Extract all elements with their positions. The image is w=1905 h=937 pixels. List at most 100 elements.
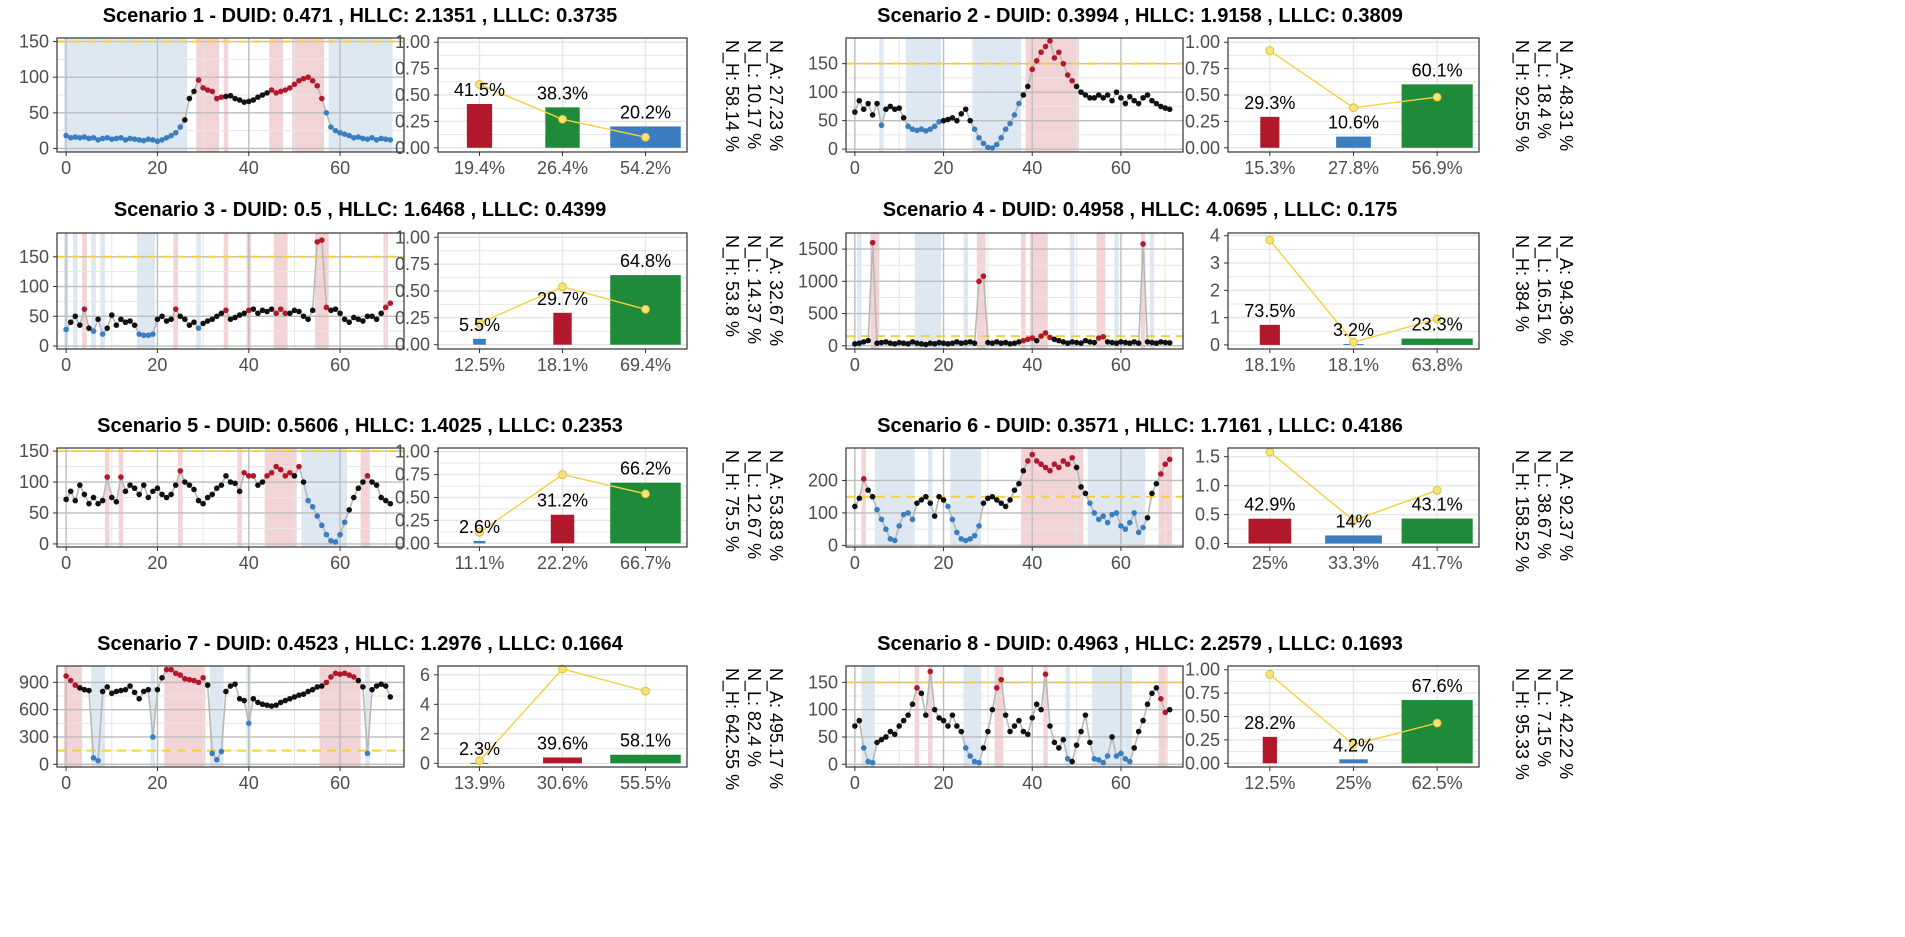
low-point	[140, 137, 147, 144]
low-point	[1122, 756, 1129, 762]
high-band	[976, 233, 986, 349]
data-point	[99, 497, 106, 504]
y-tick-label: 0	[420, 753, 430, 773]
high-point	[282, 310, 289, 317]
side-label: N_A: 32.67 %	[765, 235, 786, 346]
y-tick-label: 3	[1210, 253, 1220, 273]
bar-value-label: 67.6%	[1412, 676, 1463, 696]
high-band	[1096, 233, 1106, 349]
high-point	[914, 685, 920, 691]
proportion-bar	[473, 338, 486, 345]
y-tick-label: 4	[1210, 226, 1220, 246]
x-tick-label: 40	[239, 158, 259, 178]
high-point	[195, 77, 202, 83]
x-tick-label: 60	[1111, 158, 1131, 178]
low-point	[245, 720, 252, 727]
y-tick-label: 150	[19, 32, 49, 52]
low-band	[963, 666, 982, 767]
data-point	[1016, 480, 1022, 487]
data-point	[852, 341, 858, 347]
data-point	[1020, 92, 1027, 98]
high-point	[250, 473, 257, 479]
data-point	[1033, 337, 1040, 344]
data-point	[268, 703, 275, 709]
scenario-panel-2: Scenario 2 - DUID: 0.3994 , HLLC: 1.9158…	[808, 5, 1576, 178]
data-point	[967, 339, 973, 345]
high-point	[1033, 58, 1040, 64]
high-point	[195, 679, 202, 686]
data-point	[1025, 83, 1031, 90]
side-label: N_H: 95.33 %	[1511, 668, 1532, 780]
scenario-title: Scenario 2 - DUID: 0.3994 , HLLC: 1.9158…	[877, 5, 1403, 27]
low-point	[954, 529, 960, 536]
y-tick-label: 6	[420, 665, 430, 685]
low-point	[967, 753, 973, 759]
y-tick-label: 900	[19, 672, 49, 692]
data-point	[373, 683, 380, 689]
proportion-panel: 0.00 0.25 0.50 0.75 1.00 12.5% 25% 62.5% 28.2% 4.…	[1185, 660, 1480, 793]
x-tick-label: 60	[1111, 773, 1131, 793]
low-point	[918, 126, 925, 132]
data-point	[118, 316, 124, 323]
data-point	[1051, 336, 1058, 343]
data-point	[195, 497, 202, 504]
proportion-bar	[543, 757, 582, 764]
data-point	[954, 339, 960, 345]
proportion-bar	[1339, 759, 1368, 764]
low-point	[328, 538, 334, 544]
low-point	[869, 759, 876, 766]
side-labels: N_H: 642.55 % N_L: 82.4 % N_A: 495.17 %	[721, 668, 786, 790]
data-point	[1060, 736, 1067, 743]
high-point	[1029, 335, 1036, 341]
y-tick-label: 150	[808, 54, 838, 74]
data-point	[1087, 739, 1093, 746]
low-point	[364, 136, 371, 142]
proportion-bar	[1259, 324, 1280, 345]
plot-border	[56, 447, 405, 548]
data-point	[127, 683, 133, 689]
data-point	[250, 306, 257, 312]
high-point	[1047, 334, 1053, 341]
data-point	[985, 339, 991, 346]
timeseries-panel: 0 20 40 60 0 50 100 150	[19, 441, 405, 573]
high-point	[314, 239, 321, 245]
plot-border	[437, 665, 688, 768]
y-tick-label: 0.50	[395, 488, 430, 508]
low-point	[1091, 510, 1098, 516]
data-point	[204, 494, 211, 501]
data-point	[1073, 464, 1080, 471]
high-point	[337, 671, 343, 677]
data-point	[1007, 341, 1013, 347]
data-point	[332, 306, 339, 312]
ratio-point	[1349, 515, 1358, 525]
data-point	[1153, 685, 1160, 691]
timeseries-panel: 0 20 40 60 0 50 100 150	[19, 32, 405, 178]
low-point	[976, 759, 982, 766]
low-point	[993, 141, 1000, 148]
data-point	[923, 493, 929, 500]
high-point	[1064, 461, 1071, 468]
low-point	[1135, 529, 1142, 536]
data-point	[989, 493, 996, 500]
x-tick-label: 11.1%	[455, 553, 505, 573]
x-tick-label: 62.5%	[1412, 773, 1463, 793]
data-point	[99, 688, 106, 695]
data-point	[896, 723, 903, 729]
data-point	[874, 100, 880, 107]
y-tick-label: 100	[19, 472, 49, 492]
data-point	[177, 313, 184, 320]
high-point	[287, 85, 293, 91]
data-point	[958, 728, 965, 735]
high-point	[191, 677, 197, 684]
low-point	[90, 134, 97, 141]
high-band	[1140, 233, 1146, 349]
ratio-point	[475, 756, 484, 766]
high-point	[273, 310, 279, 317]
data-point	[914, 500, 920, 506]
y-tick-label: 0.50	[1185, 707, 1220, 727]
y-tick-label: 0	[828, 336, 838, 356]
high-point	[319, 237, 325, 243]
ratio-point	[1432, 92, 1442, 102]
x-tick-label: 22.2%	[537, 553, 588, 573]
data-point	[1135, 100, 1142, 107]
